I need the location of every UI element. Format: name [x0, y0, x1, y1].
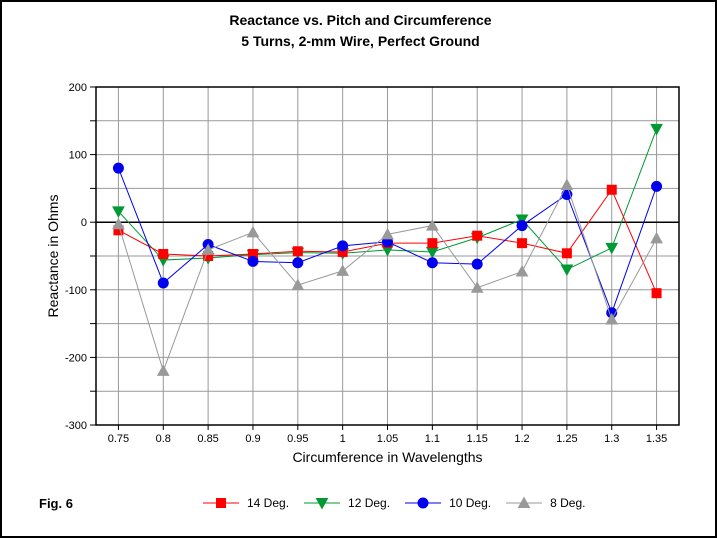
data-point-10-deg	[426, 257, 438, 269]
data-point-12-deg	[112, 206, 125, 218]
figure-number-label: Fig. 6	[39, 496, 73, 511]
y-tick-label: -100	[65, 285, 87, 297]
y-axis-title: Reactance in Ohms	[45, 194, 61, 318]
data-point-14-deg	[606, 184, 617, 195]
x-axis-title: Circumference in Wavelengths	[292, 449, 483, 465]
data-point-10-deg	[516, 220, 528, 232]
series-8-deg	[112, 178, 663, 376]
x-tick-label: 0.8	[156, 433, 171, 445]
chart-subtitle: 5 Turns, 2-mm Wire, Perfect Ground	[241, 33, 480, 49]
plot-border	[95, 86, 680, 426]
data-point-14-deg	[517, 238, 528, 249]
x-tick-label: 1.15	[466, 433, 487, 445]
x-tick-label: 1.35	[646, 433, 667, 445]
data-point-10-deg	[157, 277, 169, 289]
data-point-14-deg	[472, 230, 483, 241]
legend-marker-10-deg-icon	[405, 497, 442, 509]
data-point-10-deg	[247, 255, 259, 267]
data-point-8-deg	[426, 219, 439, 231]
legend: 14 Deg. 12 Deg. 10 Deg. 8 Deg.	[202, 496, 599, 510]
x-tick-label: 1.1	[425, 433, 440, 445]
data-point-14-deg	[158, 248, 169, 259]
data-point-14-deg	[651, 288, 662, 299]
y-tick-label: 100	[69, 150, 87, 162]
legend-marker-shape	[517, 496, 531, 508]
legend-marker-shape	[417, 497, 429, 509]
x-tick-label: 0.95	[287, 433, 308, 445]
axis-ticks	[90, 86, 658, 430]
data-point-12-deg	[650, 123, 663, 136]
x-tick-label: 1.3	[604, 433, 619, 445]
legend-label-12-deg: 12 Deg.	[348, 496, 391, 510]
data-point-8-deg	[112, 217, 125, 230]
legend-item-12-deg: 12 Deg.	[303, 496, 392, 510]
x-tick-label: 1.05	[377, 433, 398, 445]
data-point-12-deg	[605, 242, 619, 255]
legend-item-10-deg: 10 Deg.	[404, 496, 493, 510]
x-tick-label: 0.85	[197, 433, 218, 445]
data-point-8-deg	[156, 364, 170, 376]
data-point-10-deg	[112, 162, 124, 174]
legend-marker-shape	[216, 498, 226, 508]
y-tick-label: -200	[65, 352, 87, 364]
legend-item-8-deg: 8 Deg.	[505, 496, 587, 510]
data-point-8-deg	[470, 281, 484, 293]
data-point-8-deg	[381, 227, 394, 240]
x-tick-label: 0.9	[245, 433, 260, 445]
data-point-8-deg	[246, 225, 260, 238]
y-tick-label: 200	[69, 82, 87, 94]
y-tick-label: 0	[81, 217, 87, 229]
legend-marker-14-deg-icon	[203, 498, 239, 508]
data-point-8-deg	[515, 265, 529, 277]
chart-title: Reactance vs. Pitch and Circumference	[229, 12, 492, 28]
data-point-8-deg	[560, 178, 574, 191]
legend-marker-12-deg-icon	[304, 498, 341, 510]
legend-label-8-deg: 8 Deg.	[550, 496, 586, 510]
legend-label-10-deg: 10 Deg.	[449, 496, 492, 510]
data-point-12-deg	[515, 214, 529, 227]
data-point-14-deg	[561, 248, 572, 259]
data-point-10-deg	[337, 240, 349, 252]
y-tick-label: -300	[65, 420, 87, 432]
x-tick-label: 1.25	[556, 433, 577, 445]
data-point-8-deg	[336, 264, 349, 276]
data-point-12-deg	[560, 264, 574, 277]
legend-marker-shape	[315, 498, 329, 510]
data-point-8-deg	[201, 243, 215, 255]
data-point-8-deg	[605, 313, 619, 325]
data-point-10-deg	[471, 258, 483, 270]
data-point-10-deg	[651, 180, 663, 192]
x-tick-label: 0.75	[108, 433, 129, 445]
data-point-14-deg	[292, 246, 303, 257]
data-point-14-deg	[427, 238, 438, 249]
data-point-8-deg	[650, 231, 663, 244]
data-point-10-deg	[292, 257, 304, 269]
legend-label-14-deg: 14 Deg.	[247, 496, 290, 510]
legend-item-14-deg: 14 Deg.	[202, 496, 291, 510]
x-tick-label: 1.2	[514, 433, 529, 445]
legend-marker-8-deg-icon	[506, 496, 543, 508]
x-tick-label: 1	[340, 433, 346, 445]
tick-labels: 0.75 0.8 0.85 0.9 0.95 1 1.05 1.1 1.15 1.2 1.25 1.3…	[65, 82, 667, 445]
data-point-8-deg	[291, 278, 305, 291]
